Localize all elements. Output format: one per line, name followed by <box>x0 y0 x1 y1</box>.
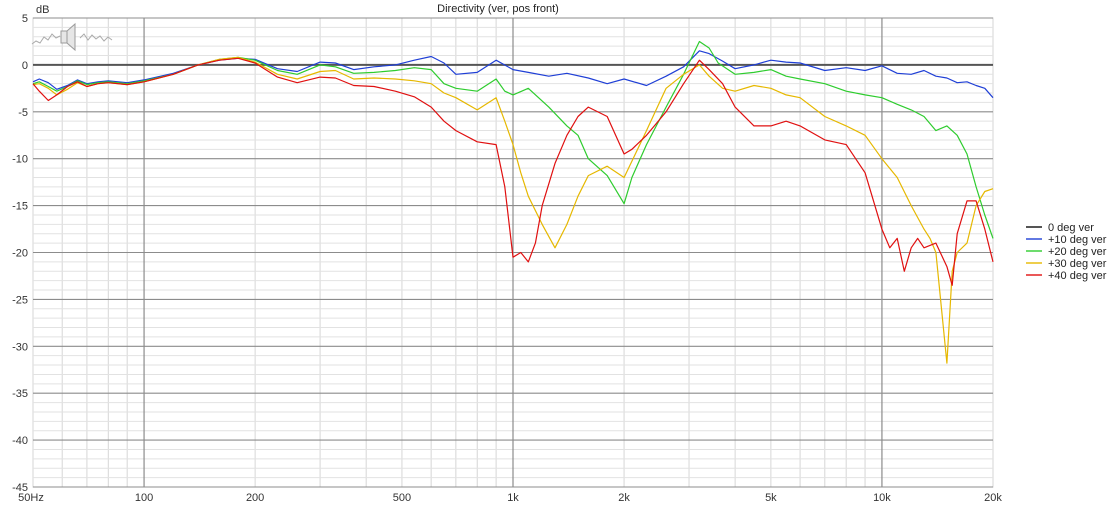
legend-label: +40 deg ver <box>1048 270 1107 282</box>
legend: 0 deg ver+10 deg ver+20 deg ver+30 deg v… <box>1026 222 1107 282</box>
x-tick-label: 5k <box>765 492 777 504</box>
legend-label: +30 deg ver <box>1048 258 1107 270</box>
y-tick-label: -35 <box>12 388 28 400</box>
y-tick-label: -15 <box>12 201 28 213</box>
x-tick-label: 20k <box>984 492 1002 504</box>
chart-title: Directivity (ver, pos front) <box>437 3 559 15</box>
y-tick-label: -30 <box>12 341 28 353</box>
legend-label: 0 deg ver <box>1048 222 1094 234</box>
x-tick-label: 500 <box>393 492 411 504</box>
y-axis-labels: 5 0 -5 -10 -15 -20 -25 -30 -35 -40 -45 <box>12 13 28 494</box>
y-tick-label: -45 <box>12 482 28 494</box>
speaker-icon <box>31 22 113 52</box>
y-tick-label: -40 <box>12 435 28 447</box>
series-line--40-deg-ver <box>32 57 994 286</box>
x-tick-label: 2k <box>618 492 630 504</box>
x-tick-label: 1k <box>507 492 519 504</box>
y-tick-label: -5 <box>18 107 28 119</box>
x-tick-label: 100 <box>135 492 153 504</box>
y-tick-label: -10 <box>12 154 28 166</box>
y-tick-label: -20 <box>12 248 28 260</box>
x-axis-labels: 50Hz 100 200 500 1k 2k 5k 10k 20k <box>18 492 1002 504</box>
y-tick-label: -25 <box>12 294 28 306</box>
legend-label: +20 deg ver <box>1048 246 1107 258</box>
x-tick-label: 200 <box>246 492 264 504</box>
x-tick-label: 50Hz <box>18 492 44 504</box>
legend-label: +10 deg ver <box>1048 234 1107 246</box>
x-tick-label: 10k <box>873 492 891 504</box>
series-line--10-deg-ver <box>32 50 994 99</box>
y-axis-unit-label: dB <box>36 4 49 16</box>
y-tick-label: 5 <box>22 13 28 25</box>
series-layer <box>32 40 994 364</box>
y-tick-label: 0 <box>22 60 28 72</box>
